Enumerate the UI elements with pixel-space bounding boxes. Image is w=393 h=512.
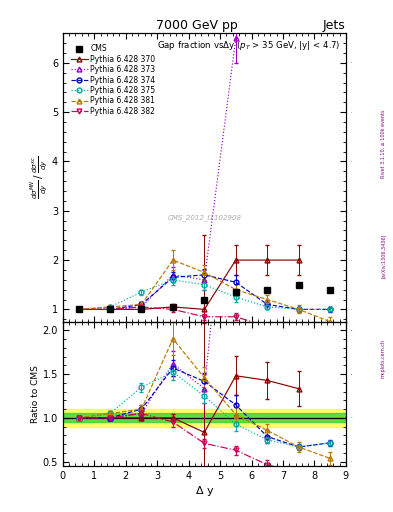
Text: Rivet 3.1.10, ≥ 100k events: Rivet 3.1.10, ≥ 100k events: [381, 109, 386, 178]
Text: 7000 GeV pp: 7000 GeV pp: [156, 19, 237, 32]
Text: Jets: Jets: [323, 19, 346, 32]
Text: CMS_2012_I1102908: CMS_2012_I1102908: [167, 215, 241, 221]
Legend: CMS, Pythia 6.428 370, Pythia 6.428 373, Pythia 6.428 374, Pythia 6.428 375, Pyt: CMS, Pythia 6.428 370, Pythia 6.428 373,…: [70, 43, 157, 117]
X-axis label: $\Delta$ y: $\Delta$ y: [195, 483, 214, 498]
Text: [arXiv:1306.3436]: [arXiv:1306.3436]: [381, 234, 386, 278]
Y-axis label: Ratio to CMS: Ratio to CMS: [31, 365, 40, 423]
Y-axis label: $\frac{d\sigma^{MN}}{dy}\,/\,\frac{d\sigma^{xc}}{dy}$: $\frac{d\sigma^{MN}}{dy}\,/\,\frac{d\sig…: [30, 156, 50, 199]
Text: mcplots.cern.ch: mcplots.cern.ch: [381, 339, 386, 378]
Text: Gap fraction vs$\Delta$y ($p_{T}$ > 35 GeV, |y| < 4.7): Gap fraction vs$\Delta$y ($p_{T}$ > 35 G…: [157, 39, 340, 52]
